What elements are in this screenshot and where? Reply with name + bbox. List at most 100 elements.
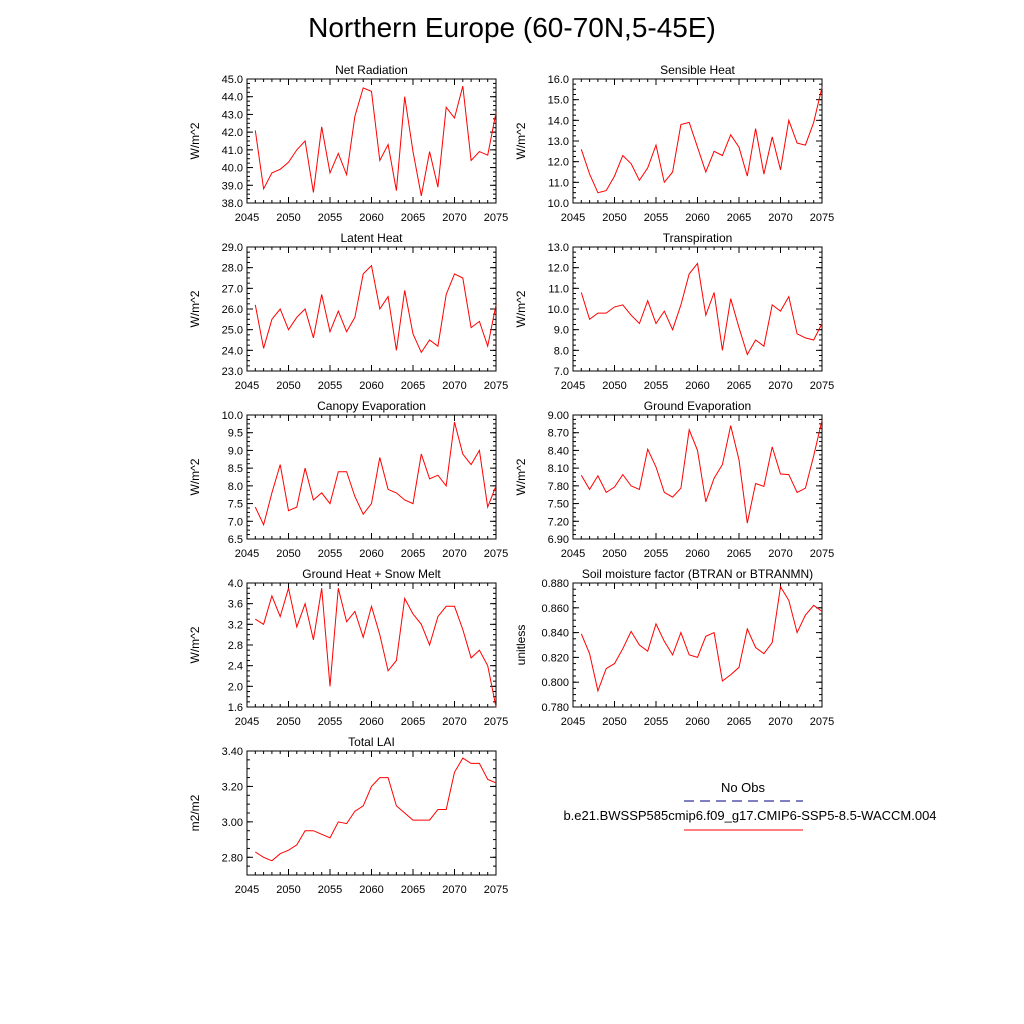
panel-title: Total LAI bbox=[348, 735, 395, 749]
y-tick-label: 7.0 bbox=[554, 366, 569, 378]
series-line bbox=[580, 420, 823, 524]
y-tick-label: 8.5 bbox=[228, 463, 243, 475]
x-tick-label: 2075 bbox=[484, 884, 508, 896]
y-tick-label: 29.0 bbox=[222, 242, 243, 254]
x-tick-label: 2070 bbox=[768, 716, 792, 728]
x-tick-label: 2070 bbox=[768, 548, 792, 560]
figure-title: Northern Europe (60-70N,5-45E) bbox=[308, 12, 716, 43]
x-tick-label: 2045 bbox=[561, 380, 585, 392]
x-tick-label: 2075 bbox=[810, 380, 834, 392]
y-tick-label: 3.00 bbox=[222, 817, 243, 829]
y-axis-label: W/m^2 bbox=[188, 458, 202, 495]
panel-total-lai: Total LAI m2/m2 2045 2050 2055 2060 2065 2070 20… bbox=[188, 735, 508, 896]
x-tick-label: 2055 bbox=[318, 548, 342, 560]
x-tick-label: 2070 bbox=[442, 380, 466, 392]
y-tick-label: 0.800 bbox=[541, 677, 569, 689]
y-tick-label: 0.840 bbox=[541, 628, 569, 640]
y-tick-label: 13.0 bbox=[548, 136, 569, 148]
panel-sensible-heat: Sensible Heat W/m^2 2045 2050 2055 2060 2065 20… bbox=[514, 63, 834, 224]
y-tick-label: 39.0 bbox=[222, 180, 243, 192]
x-tick-label: 2045 bbox=[561, 716, 585, 728]
x-tick-label: 2055 bbox=[318, 716, 342, 728]
x-tick-label: 2050 bbox=[276, 212, 300, 224]
panel-latent-heat: Latent Heat W/m^2 2045 2050 2055 2060 2065 2070… bbox=[188, 231, 508, 392]
plot-frame bbox=[246, 414, 497, 540]
y-tick-label: 24.0 bbox=[222, 345, 243, 357]
series-line bbox=[580, 585, 823, 693]
x-tick-label: 2075 bbox=[484, 380, 508, 392]
y-tick-label: 3.40 bbox=[222, 746, 243, 758]
y-axis-label: W/m^2 bbox=[188, 626, 202, 663]
x-tick-label: 2060 bbox=[359, 716, 383, 728]
y-tick-label: 43.0 bbox=[222, 109, 243, 121]
x-tick-label: 2075 bbox=[810, 548, 834, 560]
y-tick-label: 0.860 bbox=[541, 603, 569, 615]
series-line bbox=[254, 264, 497, 354]
y-tick-label: 10.0 bbox=[222, 410, 243, 422]
series-line bbox=[254, 421, 497, 527]
y-tick-label: 3.20 bbox=[222, 781, 243, 793]
x-tick-label: 2050 bbox=[276, 884, 300, 896]
panel-title: Ground Heat + Snow Melt bbox=[302, 567, 441, 581]
y-tick-label: 8.10 bbox=[548, 463, 569, 475]
y-axis-label: m2/m2 bbox=[188, 794, 202, 831]
y-tick-label: 7.20 bbox=[548, 516, 569, 528]
x-tick-label: 2050 bbox=[276, 716, 300, 728]
x-tick-label: 2060 bbox=[685, 212, 709, 224]
x-tick-label: 2060 bbox=[359, 884, 383, 896]
panel-ground-evaporation: Ground Evaporation W/m^2 2045 2050 2055 2060 2… bbox=[514, 399, 834, 560]
y-tick-label: 6.5 bbox=[228, 534, 243, 546]
x-tick-label: 2050 bbox=[602, 212, 626, 224]
y-tick-label: 13.0 bbox=[548, 242, 569, 254]
x-tick-label: 2065 bbox=[401, 716, 425, 728]
x-tick-label: 2070 bbox=[442, 716, 466, 728]
x-tick-label: 2075 bbox=[484, 716, 508, 728]
y-tick-label: 8.40 bbox=[548, 445, 569, 457]
panel-title: Sensible Heat bbox=[660, 63, 735, 77]
panel-title: Net Radiation bbox=[335, 63, 408, 77]
x-tick-label: 2045 bbox=[235, 380, 259, 392]
y-tick-label: 3.2 bbox=[228, 619, 243, 631]
y-tick-label: 1.6 bbox=[228, 702, 243, 714]
y-tick-label: 15.0 bbox=[548, 95, 569, 107]
x-tick-label: 2060 bbox=[359, 380, 383, 392]
y-tick-label: 4.0 bbox=[228, 578, 243, 590]
y-tick-label: 0.880 bbox=[541, 578, 569, 590]
y-tick-label: 10.0 bbox=[548, 304, 569, 316]
panels: Net Radiation W/m^2 2045 2050 2055 2060 2065 20… bbox=[188, 63, 834, 896]
y-tick-label: 7.0 bbox=[228, 516, 243, 528]
x-tick-label: 2055 bbox=[318, 380, 342, 392]
legend: No Obs b.e21.BWSSP585cmip6.f09_g17.CMIP6… bbox=[563, 780, 937, 831]
x-tick-label: 2070 bbox=[768, 212, 792, 224]
x-tick-label: 2050 bbox=[276, 380, 300, 392]
legend-model-label: b.e21.BWSSP585cmip6.f09_g17.CMIP6-SSP5-8… bbox=[563, 808, 936, 823]
y-axis-label: W/m^2 bbox=[514, 290, 528, 327]
panel-title: Canopy Evaporation bbox=[317, 399, 426, 413]
x-tick-label: 2060 bbox=[685, 716, 709, 728]
x-tick-label: 2050 bbox=[602, 716, 626, 728]
y-tick-label: 28.0 bbox=[222, 263, 243, 275]
x-tick-label: 2070 bbox=[442, 212, 466, 224]
x-tick-label: 2060 bbox=[685, 548, 709, 560]
y-tick-label: 45.0 bbox=[222, 74, 243, 86]
plot-frame bbox=[572, 414, 823, 540]
y-tick-label: 9.5 bbox=[228, 428, 243, 440]
y-axis-label: W/m^2 bbox=[514, 122, 528, 159]
y-tick-label: 7.5 bbox=[228, 499, 243, 511]
y-tick-label: 2.80 bbox=[222, 852, 243, 864]
y-tick-label: 27.0 bbox=[222, 283, 243, 295]
plot-frame bbox=[572, 78, 823, 204]
x-tick-label: 2065 bbox=[727, 380, 751, 392]
legend-obs-label: No Obs bbox=[721, 780, 766, 795]
x-tick-label: 2065 bbox=[401, 548, 425, 560]
x-tick-label: 2050 bbox=[602, 548, 626, 560]
y-tick-label: 3.6 bbox=[228, 599, 243, 611]
y-tick-label: 8.0 bbox=[228, 481, 243, 493]
series-line bbox=[255, 588, 497, 708]
y-tick-label: 12.0 bbox=[548, 157, 569, 169]
y-tick-label: 44.0 bbox=[222, 92, 243, 104]
y-tick-label: 0.780 bbox=[541, 702, 569, 714]
y-tick-label: 40.0 bbox=[222, 163, 243, 175]
x-tick-label: 2055 bbox=[644, 212, 668, 224]
x-tick-label: 2055 bbox=[644, 716, 668, 728]
